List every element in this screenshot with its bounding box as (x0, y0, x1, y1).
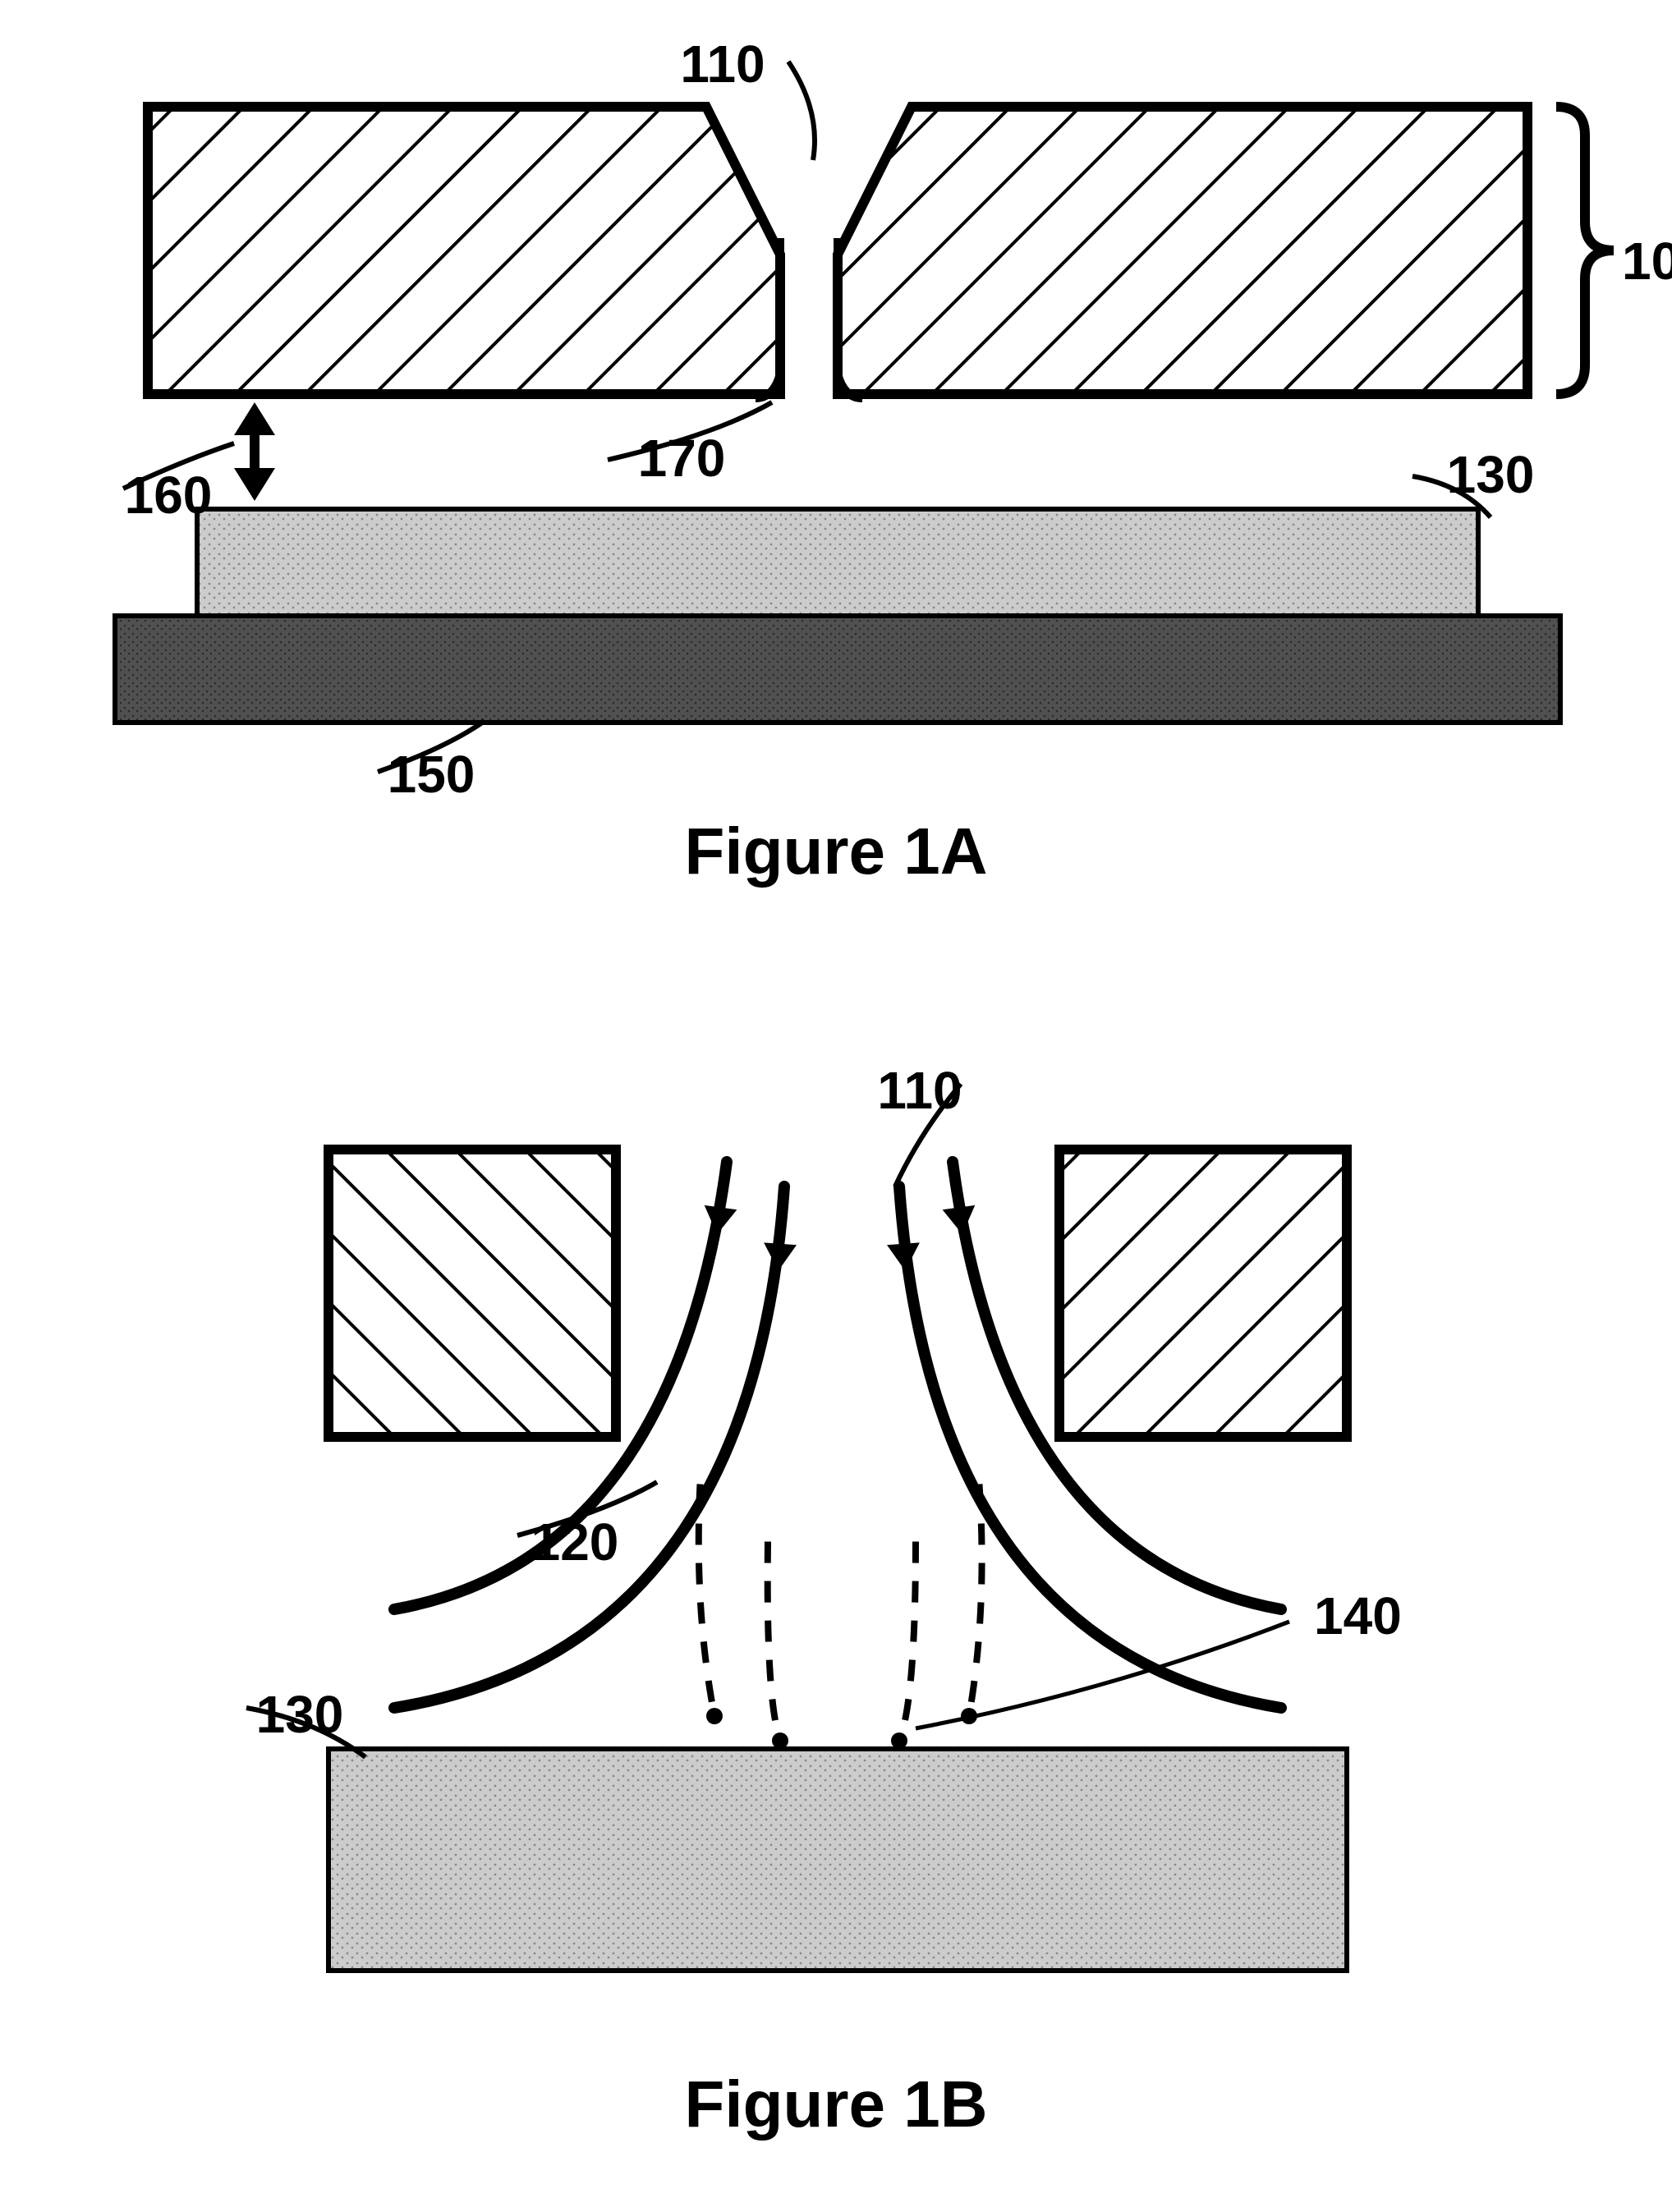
trajectory-dashed (768, 1542, 780, 1742)
caption-figure-1a: Figure 1A (685, 815, 988, 888)
nozzle-right (838, 107, 1527, 394)
caption-figure-1b: Figure 1B (685, 2067, 988, 2141)
figure-1a: 110 170 160 130 150 100 Figure 1A (115, 34, 1672, 888)
impact-dot (891, 1732, 907, 1749)
leader-line (788, 62, 815, 160)
label-130: 130 (1447, 445, 1535, 504)
support-150 (115, 616, 1560, 723)
label-130-b: 130 (256, 1685, 344, 1744)
substrate-130 (197, 509, 1478, 616)
label-160: 160 (125, 466, 213, 525)
label-110: 110 (680, 34, 765, 94)
block-left (328, 1150, 616, 1437)
substrate-130-b (328, 1749, 1347, 1971)
trajectory-dashed (699, 1485, 714, 1717)
label-110-b: 110 (877, 1061, 962, 1120)
figure-1b: 110 120 130 140 Figure 1B (246, 1061, 1402, 2141)
label-120-b: 120 (531, 1512, 619, 1572)
bracket-100 (1556, 107, 1614, 394)
label-150: 150 (388, 745, 475, 804)
flow-arrowhead (764, 1242, 797, 1270)
trajectory-dashed (899, 1542, 916, 1742)
impact-dot (772, 1732, 788, 1749)
impact-dot (706, 1708, 723, 1724)
label-140: 140 (1314, 1586, 1402, 1645)
block-right (1059, 1150, 1347, 1437)
label-100: 100 (1622, 232, 1672, 291)
label-170: 170 (638, 429, 726, 488)
nozzle-left (148, 107, 780, 394)
trajectory-dashed (969, 1485, 982, 1717)
flow-arrowhead (887, 1242, 920, 1270)
